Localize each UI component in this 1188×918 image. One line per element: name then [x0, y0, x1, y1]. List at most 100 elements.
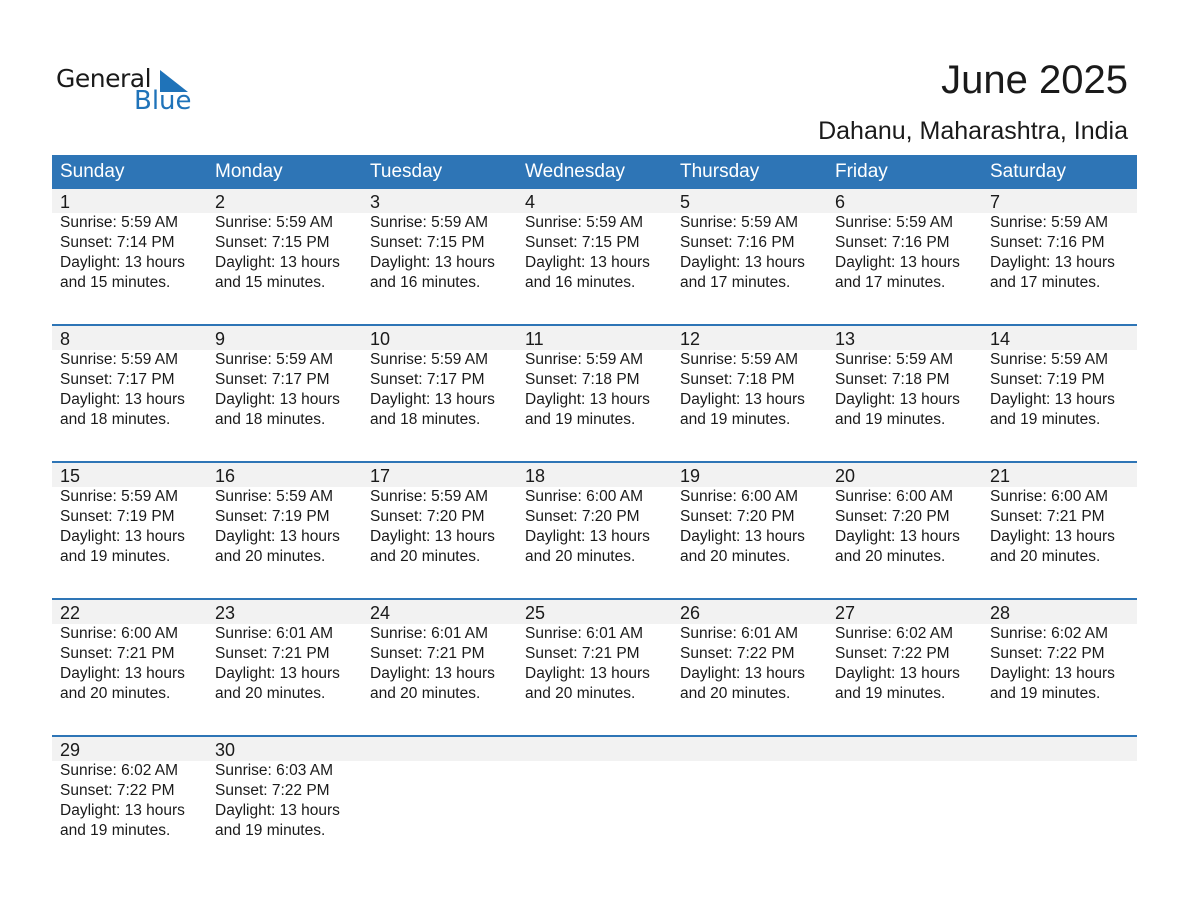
sunrise-text: Sunrise: 5:59 AM	[680, 351, 799, 368]
sunrise-text: Sunrise: 6:00 AM	[990, 488, 1109, 505]
sunset-text: Sunset: 7:15 PM	[215, 234, 330, 251]
daylight-minutes-text: and 20 minutes.	[990, 548, 1101, 565]
day-cell: 11 Sunrise: 5:59 AM Sunset: 7:18 PM Dayligh…	[517, 326, 672, 461]
day-number: 8	[60, 329, 71, 349]
sunrise-text: Sunrise: 5:59 AM	[370, 351, 489, 368]
sunrise-text: Sunrise: 5:59 AM	[990, 214, 1109, 231]
day-number: 12	[680, 329, 701, 349]
day-cell: 22 Sunrise: 6:00 AM Sunset: 7:21 PM Dayligh…	[52, 600, 207, 735]
sunset-text: Sunset: 7:22 PM	[835, 645, 950, 662]
day-number: 10	[370, 329, 391, 349]
daylight-minutes-text: and 19 minutes.	[990, 685, 1101, 702]
weekday-wednesday: Wednesday	[525, 161, 625, 182]
sunset-text: Sunset: 7:16 PM	[835, 234, 950, 251]
sunrise-text: Sunrise: 6:03 AM	[215, 762, 334, 779]
sunset-text: Sunset: 7:20 PM	[370, 508, 485, 525]
day-number: 19	[680, 466, 701, 486]
day-number: 6	[835, 192, 846, 212]
day-number: 28	[990, 603, 1011, 623]
sunrise-text: Sunrise: 5:59 AM	[215, 488, 334, 505]
sunrise-text: Sunrise: 5:59 AM	[60, 351, 179, 368]
daylight-minutes-text: and 16 minutes.	[370, 274, 481, 291]
day-cell: 5 Sunrise: 5:59 AM Sunset: 7:16 PM Daylight…	[672, 189, 827, 324]
daylight-text: Daylight: 13 hours	[990, 254, 1115, 271]
day-number: 2	[215, 192, 226, 212]
sunset-text: Sunset: 7:20 PM	[525, 508, 640, 525]
day-number: 7	[990, 192, 1001, 212]
daylight-minutes-text: and 20 minutes.	[680, 685, 791, 702]
sunset-text: Sunset: 7:21 PM	[370, 645, 485, 662]
sunset-text: Sunset: 7:20 PM	[680, 508, 795, 525]
daylight-text: Daylight: 13 hours	[60, 528, 185, 545]
daylight-text: Daylight: 13 hours	[370, 391, 495, 408]
daylight-minutes-text: and 20 minutes.	[215, 685, 326, 702]
sunset-text: Sunset: 7:17 PM	[215, 371, 330, 388]
daylight-minutes-text: and 15 minutes.	[60, 274, 171, 291]
day-cell: 14 Sunrise: 5:59 AM Sunset: 7:19 PM Dayligh…	[982, 326, 1137, 461]
daylight-text: Daylight: 13 hours	[60, 391, 185, 408]
sunrise-text: Sunrise: 6:02 AM	[990, 625, 1109, 642]
sunrise-text: Sunrise: 6:00 AM	[60, 625, 179, 642]
day-number-band	[52, 326, 1137, 350]
sunset-text: Sunset: 7:19 PM	[60, 508, 175, 525]
sunrise-text: Sunrise: 6:01 AM	[525, 625, 644, 642]
day-cell: 1 Sunrise: 5:59 AM Sunset: 7:14 PM Daylight…	[52, 189, 207, 324]
daylight-minutes-text: and 20 minutes.	[60, 685, 171, 702]
day-cell: 25 Sunrise: 6:01 AM Sunset: 7:21 PM Dayligh…	[517, 600, 672, 735]
sunrise-text: Sunrise: 5:59 AM	[60, 488, 179, 505]
daylight-text: Daylight: 13 hours	[835, 665, 960, 682]
day-cell: 21 Sunrise: 6:00 AM Sunset: 7:21 PM Dayligh…	[982, 463, 1137, 598]
day-cell: 23 Sunrise: 6:01 AM Sunset: 7:21 PM Dayligh…	[207, 600, 362, 735]
sunset-text: Sunset: 7:21 PM	[525, 645, 640, 662]
weekday-monday: Monday	[215, 161, 283, 182]
day-cell: 12 Sunrise: 5:59 AM Sunset: 7:18 PM Dayligh…	[672, 326, 827, 461]
daylight-minutes-text: and 20 minutes.	[835, 548, 946, 565]
daylight-text: Daylight: 13 hours	[370, 665, 495, 682]
calendar-grid: Sunday Monday Tuesday Wednesday Thursday Frid…	[52, 155, 1137, 872]
daylight-minutes-text: and 19 minutes.	[680, 411, 791, 428]
daylight-text: Daylight: 13 hours	[990, 391, 1115, 408]
daylight-text: Daylight: 13 hours	[215, 528, 340, 545]
day-cell: 27 Sunrise: 6:02 AM Sunset: 7:22 PM Dayligh…	[827, 600, 982, 735]
week-row: 1 Sunrise: 5:59 AM Sunset: 7:14 PM Daylight…	[52, 189, 1137, 324]
daylight-minutes-text: and 20 minutes.	[525, 685, 636, 702]
day-cell: 9 Sunrise: 5:59 AM Sunset: 7:17 PM Daylight…	[207, 326, 362, 461]
day-cell: 2 Sunrise: 5:59 AM Sunset: 7:15 PM Daylight…	[207, 189, 362, 324]
daylight-text: Daylight: 13 hours	[370, 528, 495, 545]
day-number-band	[52, 189, 1137, 213]
day-number: 17	[370, 466, 391, 486]
daylight-text: Daylight: 13 hours	[525, 254, 650, 271]
daylight-text: Daylight: 13 hours	[990, 665, 1115, 682]
daylight-text: Daylight: 13 hours	[680, 665, 805, 682]
day-number: 5	[680, 192, 691, 212]
daylight-text: Daylight: 13 hours	[215, 665, 340, 682]
day-number: 13	[835, 329, 856, 349]
daylight-text: Daylight: 13 hours	[680, 528, 805, 545]
day-number: 14	[990, 329, 1011, 349]
sunset-text: Sunset: 7:21 PM	[215, 645, 330, 662]
daylight-minutes-text: and 19 minutes.	[60, 822, 171, 839]
sunset-text: Sunset: 7:18 PM	[680, 371, 795, 388]
daylight-minutes-text: and 19 minutes.	[60, 548, 171, 565]
sunset-text: Sunset: 7:22 PM	[990, 645, 1105, 662]
day-number-band	[52, 737, 1137, 761]
day-cell: 19 Sunrise: 6:00 AM Sunset: 7:20 PM Dayligh…	[672, 463, 827, 598]
sunrise-text: Sunrise: 6:00 AM	[835, 488, 954, 505]
week-row: 29 Sunrise: 6:02 AM Sunset: 7:22 PM Dayligh…	[52, 735, 1137, 872]
sunrise-text: Sunrise: 6:02 AM	[835, 625, 954, 642]
week-row: 22 Sunrise: 6:00 AM Sunset: 7:21 PM Dayligh…	[52, 598, 1137, 735]
sunrise-text: Sunrise: 6:02 AM	[60, 762, 179, 779]
daylight-text: Daylight: 13 hours	[60, 665, 185, 682]
logo: General Blue	[56, 64, 196, 120]
sunset-text: Sunset: 7:18 PM	[525, 371, 640, 388]
daylight-text: Daylight: 13 hours	[990, 528, 1115, 545]
sunrise-text: Sunrise: 5:59 AM	[835, 214, 954, 231]
daylight-text: Daylight: 13 hours	[215, 802, 340, 819]
sunset-text: Sunset: 7:16 PM	[680, 234, 795, 251]
day-cell: 6 Sunrise: 5:59 AM Sunset: 7:16 PM Daylight…	[827, 189, 982, 324]
day-number-band	[52, 463, 1137, 487]
sunset-text: Sunset: 7:22 PM	[60, 782, 175, 799]
day-cell: 8 Sunrise: 5:59 AM Sunset: 7:17 PM Daylight…	[52, 326, 207, 461]
daylight-minutes-text: and 19 minutes.	[835, 411, 946, 428]
